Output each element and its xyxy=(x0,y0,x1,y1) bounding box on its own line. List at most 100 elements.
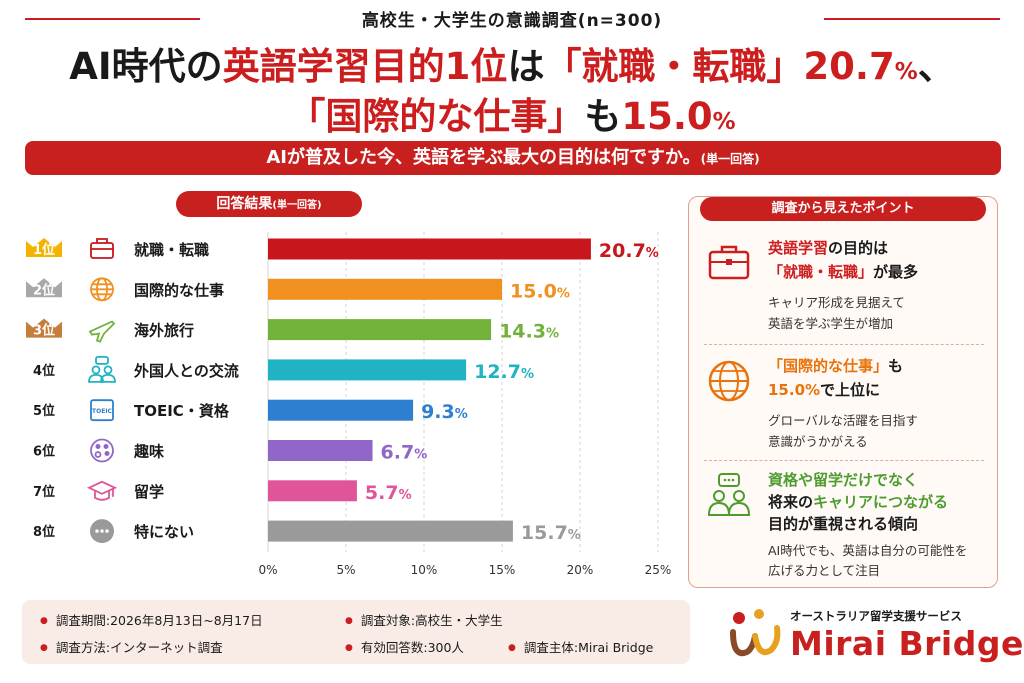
rank-crown-icon xyxy=(26,278,62,298)
headline-part: は xyxy=(507,45,545,88)
x-tick-label: 20% xyxy=(567,563,594,577)
x-tick-label: 0% xyxy=(258,563,277,577)
category-label: 就職・転職 xyxy=(134,241,209,259)
brand-tagline: オーストラリア留学支援サービス xyxy=(790,609,962,623)
point-heading: 「就職・転職」 xyxy=(768,263,874,281)
value-label: 5.7% xyxy=(365,482,412,504)
toeic-book-icon: TOEIC xyxy=(90,399,114,422)
point-heading: 15.0% xyxy=(768,381,821,399)
point-heading: も xyxy=(888,357,904,375)
graduation-cap-icon xyxy=(86,480,118,501)
survey-organizer: 調査主体:Mirai Bridge xyxy=(508,637,653,656)
value-label: 20.7% xyxy=(599,240,659,262)
svg-text:TOEIC: TOEIC xyxy=(92,408,113,415)
value-label: 12.7% xyxy=(474,361,534,383)
rank-label: 2位 xyxy=(33,282,55,298)
header-rule-right xyxy=(824,18,1000,20)
rank-crown-icon xyxy=(26,238,62,257)
people-chat-icon xyxy=(707,473,751,516)
point-heading: 英語学習 xyxy=(768,239,829,257)
survey-label: 高校生・大学生の意識調査(n=300) xyxy=(361,11,663,31)
value-label: 15.7% xyxy=(521,522,581,544)
headline-line-2: 「国際的な仕事」も15.0% xyxy=(0,86,1024,140)
point-description: 広げる力として注目 xyxy=(768,563,881,578)
people-chat-icon xyxy=(88,355,116,383)
rank-label: 7位 xyxy=(33,484,55,500)
question-sub: (単一回答) xyxy=(700,152,760,166)
headline-part: 、 xyxy=(917,45,955,88)
value-label: 15.0% xyxy=(510,280,570,302)
bar xyxy=(268,278,502,300)
bar xyxy=(268,520,513,542)
point-2: 「国際的な仕事」も 15.0%で上位に グローバルな活躍を目指す 意識がうかがえ… xyxy=(700,354,988,454)
briefcase-icon xyxy=(708,245,750,280)
globe-icon xyxy=(90,277,114,302)
results-label: 回答結果(単一回答) xyxy=(176,191,362,217)
rank-label: 3位 xyxy=(33,323,55,339)
rank-label: 6位 xyxy=(33,444,55,460)
divider xyxy=(704,460,984,461)
point-heading: で上位に xyxy=(820,381,881,399)
x-tick-label: 15% xyxy=(489,563,516,577)
bar xyxy=(268,440,373,461)
headline-line-1: AI時代の英語学習目的1位は「就職・転職」20.7%、 xyxy=(0,36,1024,90)
bar xyxy=(268,399,414,421)
survey-method: 調査方法:インターネット調査 xyxy=(40,637,223,656)
headline-part: AI時代の xyxy=(69,45,223,88)
value-label: 9.3% xyxy=(421,401,468,423)
ellipsis-icon xyxy=(90,519,114,544)
question-banner: AIが普及した今、英語を学ぶ最大の目的は何ですか。(単一回答) xyxy=(25,141,1001,175)
point-3: 資格や留学だけでなく 将来のキャリアにつながる 目的が重視される傾向 AI時代で… xyxy=(700,468,988,580)
point-heading: の目的は xyxy=(828,239,889,257)
headline-part: 英語学習目的1位 xyxy=(222,45,508,88)
rank-label: 8位 xyxy=(33,524,55,540)
category-label: 趣味 xyxy=(133,443,164,461)
headline-part: も xyxy=(584,95,622,138)
category-label: 特にない xyxy=(134,523,194,541)
x-tick-label: 10% xyxy=(411,563,438,577)
point-heading: 将来の xyxy=(768,493,814,511)
globe-icon xyxy=(708,360,750,402)
category-label: 国際的な仕事 xyxy=(134,281,224,299)
survey-target: 調査対象:高校生・大学生 xyxy=(345,610,503,629)
bar xyxy=(268,319,492,341)
value-label: 6.7% xyxy=(381,442,428,464)
header-rule-left xyxy=(25,18,200,20)
brand-logo-icon xyxy=(730,609,781,656)
briefcase-icon xyxy=(90,238,114,259)
headline-part: 「国際的な仕事」 xyxy=(288,95,585,138)
point-description: キャリア形成を見据えて xyxy=(768,295,905,310)
question-text: AIが普及した今、英語を学ぶ最大の目的は何ですか。 xyxy=(266,147,701,168)
hobby-palette-icon xyxy=(90,438,114,463)
point-heading: 資格や留学だけでなく xyxy=(768,471,919,489)
headline-part: % xyxy=(894,59,918,85)
point-description: 英語を学ぶ学生が増加 xyxy=(768,316,894,331)
point-heading: 「国際的な仕事」 xyxy=(768,357,889,375)
category-label: TOEIC・資格 xyxy=(134,402,230,420)
point-description: 意識がうかがえる xyxy=(768,434,868,449)
point-description: AI時代でも、英語は自分の可能性を xyxy=(768,543,968,558)
headline-part: 15.0 xyxy=(621,95,713,138)
survey-responses: 有効回答数:300人 xyxy=(345,637,464,656)
point-heading: キャリアにつながる xyxy=(813,493,949,511)
brand-name: Mirai Bridge xyxy=(790,624,1024,663)
airplane-icon xyxy=(88,320,116,343)
x-tick-label: 5% xyxy=(336,563,355,577)
category-label: 留学 xyxy=(134,483,164,501)
rank-label: 5位 xyxy=(33,403,55,419)
survey-period: 調査期間:2026年8月13日~8月17日 xyxy=(40,610,263,629)
results-label-text: 回答結果 xyxy=(216,196,273,212)
point-1: 英語学習の目的は 「就職・転職」が最多 キャリア形成を見据えて 英語を学ぶ学生が… xyxy=(700,236,988,346)
bar xyxy=(268,238,591,260)
results-label-sub: (単一回答) xyxy=(272,200,322,211)
point-heading: が最多 xyxy=(873,263,919,281)
category-label: 外国人との交流 xyxy=(133,362,239,380)
value-label: 14.3% xyxy=(499,321,559,343)
rank-label: 1位 xyxy=(33,242,55,258)
bar xyxy=(268,359,467,381)
point-heading: 目的が重視される傾向 xyxy=(768,515,919,533)
bar-chart: 0% 5% 10% 15% 20% 25% 1位 就職・転職 20.7% 2位 国際的な仕事 15.0… xyxy=(26,232,671,577)
bar xyxy=(268,480,357,502)
headline-part: 「就職・転職」20.7 xyxy=(544,45,895,88)
rank-label: 4位 xyxy=(33,363,55,379)
